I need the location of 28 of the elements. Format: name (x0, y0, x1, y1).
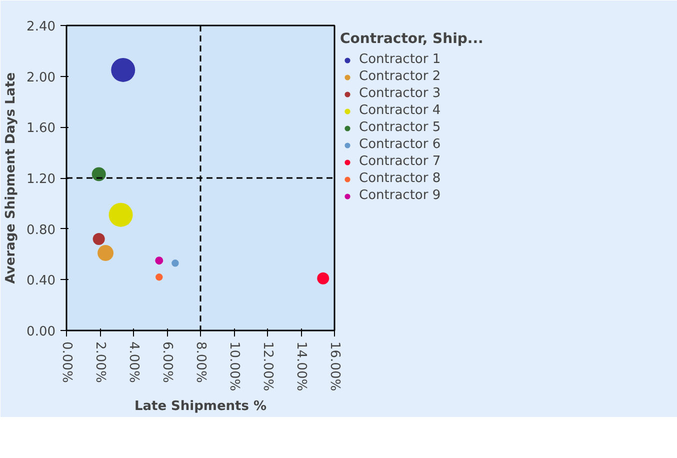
x-tick-label: 12.00% (260, 342, 275, 392)
legend-label: Contractor 4 (359, 103, 442, 118)
x-tick-label: 10.00% (226, 342, 242, 392)
x-tick-label: 2.00% (92, 342, 108, 383)
x-tick-label: 0.00% (59, 342, 74, 383)
x-tick-label: 6.00% (160, 342, 174, 383)
legend-label: Contractor 7 (359, 154, 442, 169)
y-tick-label: 0.80 (26, 222, 56, 238)
x-tick-label: 8.00% (193, 342, 208, 383)
y-tick-label: 2.40 (26, 20, 56, 34)
y-tick-label: 2.00 (26, 70, 56, 86)
legend-title: Contractor, Ship... (340, 31, 484, 47)
legend-label: Contractor 2 (359, 69, 442, 84)
legend-label: Contractor 3 (359, 86, 442, 101)
y-tick-label: 1.20 (26, 172, 56, 187)
x-tick-label: 14.00% (294, 342, 308, 392)
x-axis-title: Late Shipments % (134, 399, 267, 414)
x-tick-label: 4.00% (126, 342, 141, 383)
legend-label: Contractor 8 (359, 171, 442, 186)
y-tick-label: 0.00 (26, 324, 56, 340)
y-axis-title: Average Shipment Days Late (4, 72, 19, 284)
x-tick-label: 16.00% (327, 342, 342, 392)
y-tick-label: 0.40 (26, 274, 56, 289)
legend-label: Contractor 5 (359, 120, 442, 135)
legend-label: Contractor 9 (359, 188, 442, 203)
legend-label: Contractor 6 (359, 137, 442, 152)
legend-label: Contractor 1 (359, 52, 442, 67)
y-tick-label: 1.60 (26, 121, 56, 136)
